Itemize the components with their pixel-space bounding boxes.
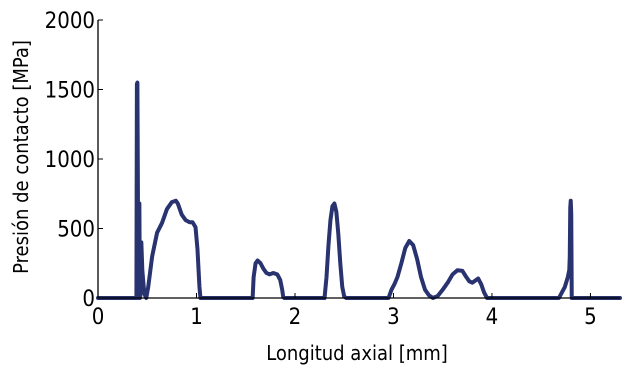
x-tick-label-2: 2 — [289, 305, 302, 330]
x-tick-label-3: 3 — [387, 305, 400, 330]
y-tick-label-2: 1000 — [45, 148, 95, 173]
y-tick-label-3: 1500 — [45, 79, 95, 104]
ticks-layer: 0 1 2 3 4 5 0 500 1000 1500 2000 — [45, 9, 597, 330]
x-axis-label: Longitud axial [mm] — [266, 341, 448, 365]
y-tick-label-1: 500 — [57, 218, 95, 243]
series-line-0 — [96, 80, 622, 300]
x-tick-label-5: 5 — [584, 305, 597, 330]
x-tick-label-0: 0 — [92, 305, 105, 330]
x-tick-label-4: 4 — [486, 305, 499, 330]
plot-layer — [96, 80, 622, 300]
y-axis-label: Presión de contacto [MPa] — [9, 40, 33, 274]
y-tick-label-4: 2000 — [45, 9, 95, 34]
x-tick-label-1: 1 — [190, 305, 203, 330]
y-tick-label-0: 0 — [82, 287, 95, 312]
